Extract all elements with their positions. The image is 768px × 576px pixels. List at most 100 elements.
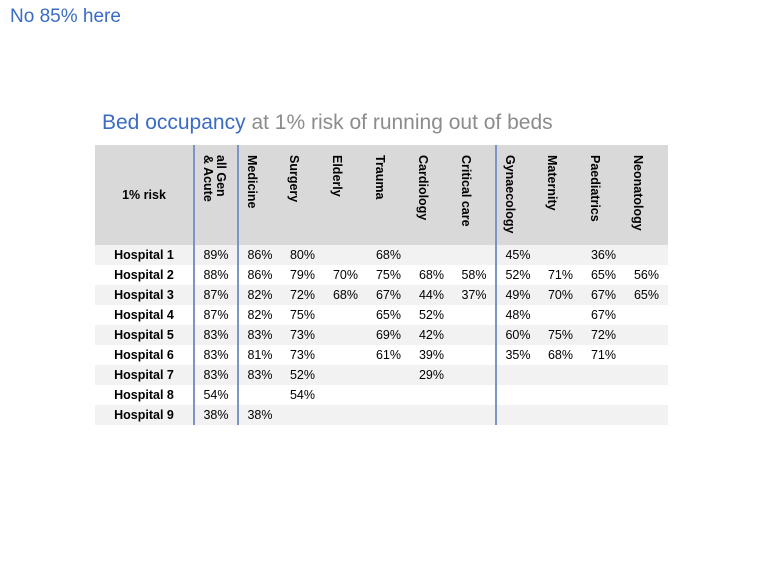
table-cell: 29% (410, 365, 453, 385)
table-cell: 73% (281, 325, 324, 345)
table-cell: 68% (367, 245, 410, 265)
table-row: Hospital 5 83% 83% 73% 69% 42% 60% 75% 72% (95, 325, 668, 345)
row-label: Hospital 4 (95, 305, 194, 325)
table-cell: 89% (193, 245, 238, 265)
table-cell (625, 365, 668, 385)
column-header-label: Surgery (287, 155, 301, 203)
table-body: Hospital 1 89% 86% 80% 68% 45% 36% Hospital 2 88… (95, 245, 668, 425)
table-cell: 67% (582, 305, 625, 325)
table-cell: 73% (281, 345, 324, 365)
column-header: Maternity (539, 145, 582, 245)
table-row: Hospital 6 83% 81% 73% 61% 39% 35% 68% 71% (95, 345, 668, 365)
table-cell: 67% (582, 285, 625, 305)
table-cell (453, 245, 496, 265)
row-label: Hospital 7 (95, 365, 194, 385)
table-cell (324, 245, 367, 265)
table-cell: 44% (410, 285, 453, 305)
table-row: Hospital 3 87% 82% 72% 68% 67% 44% 37% 49% 70% 67%… (95, 285, 668, 305)
table-cell (367, 385, 410, 405)
table-cell (324, 345, 367, 365)
table-row: Hospital 7 83% 83% 52% 29% (95, 365, 668, 385)
column-header: Neonatology (625, 145, 668, 245)
table-cell: 75% (367, 265, 410, 285)
table-cell (453, 305, 496, 325)
column-header-label: Critical care (459, 155, 473, 227)
slide-title: No 85% here (10, 6, 121, 27)
table-cell (453, 405, 496, 425)
table-cell (625, 305, 668, 325)
table-cell: 52% (410, 305, 453, 325)
table-cell: 75% (281, 305, 324, 325)
table-cell: 69% (367, 325, 410, 345)
table-cell: 86% (237, 245, 281, 265)
table-cell: 83% (193, 325, 238, 345)
table-cell (324, 405, 367, 425)
table-cell: 58% (453, 265, 496, 285)
table-cell (324, 365, 367, 385)
table-cell: 56% (625, 265, 668, 285)
table-cell (495, 405, 539, 425)
table-cell (237, 385, 281, 405)
table-row: Hospital 9 38% 38% (95, 405, 668, 425)
table-cell: 71% (582, 345, 625, 365)
table-cell (367, 365, 410, 385)
row-label: Hospital 5 (95, 325, 194, 345)
table-cell (539, 365, 582, 385)
table-cell: 87% (193, 285, 238, 305)
column-header: Paediatrics (582, 145, 625, 245)
table-title-rest: at 1% risk of running out of beds (245, 111, 553, 134)
row-label: Hospital 2 (95, 265, 194, 285)
table-cell: 37% (453, 285, 496, 305)
row-label: Hospital 9 (95, 405, 194, 425)
column-header: Critical care (453, 145, 496, 245)
column-header-label: Gynaecology (503, 155, 517, 234)
column-header-label: Cardiology (416, 155, 430, 221)
table-cell (625, 385, 668, 405)
table-cell: 42% (410, 325, 453, 345)
row-label: Hospital 6 (95, 345, 194, 365)
column-header-label: Elderly (330, 155, 344, 197)
table-cell (625, 325, 668, 345)
table-cell: 88% (193, 265, 238, 285)
table-cell (582, 365, 625, 385)
column-header-label: Trauma (373, 155, 387, 200)
table-cell (625, 405, 668, 425)
table-cell: 68% (539, 345, 582, 365)
table-cell: 82% (237, 305, 281, 325)
column-header: all Gen & Acute (193, 145, 238, 245)
table-cell (453, 385, 496, 405)
table-cell: 35% (495, 345, 539, 365)
table-cell: 45% (495, 245, 539, 265)
table-row: Hospital 4 87% 82% 75% 65% 52% 48% 67% (95, 305, 668, 325)
table-cell: 75% (539, 325, 582, 345)
table-title: Bed occupancy at 1% risk of running out … (102, 111, 553, 135)
table-cell: 83% (193, 365, 238, 385)
table-cell: 48% (495, 305, 539, 325)
table-cell (625, 345, 668, 365)
column-header: Medicine (237, 145, 281, 245)
table-cell: 61% (367, 345, 410, 365)
column-header: Trauma (367, 145, 410, 245)
row-label: Hospital 1 (95, 245, 194, 265)
row-label: Hospital 3 (95, 285, 194, 305)
table-cell (539, 245, 582, 265)
occupancy-table: 1% risk all Gen & Acute Medicine Surgery El… (95, 145, 669, 425)
table-cell (582, 385, 625, 405)
table-cell: 72% (281, 285, 324, 305)
table-cell: 49% (495, 285, 539, 305)
table-row: Hospital 8 54% 54% (95, 385, 668, 405)
table-cell: 71% (539, 265, 582, 285)
table-cell: 72% (582, 325, 625, 345)
table-cell (410, 385, 453, 405)
table-cell: 65% (625, 285, 668, 305)
table-cell: 52% (281, 365, 324, 385)
table-cell: 83% (237, 365, 281, 385)
table-cell: 39% (410, 345, 453, 365)
table-cell: 68% (410, 265, 453, 285)
table-cell: 86% (237, 265, 281, 285)
table-cell: 79% (281, 265, 324, 285)
table-cell (495, 385, 539, 405)
table-cell: 65% (582, 265, 625, 285)
column-header-label: Paediatrics (588, 155, 602, 222)
table-cell: 81% (237, 345, 281, 365)
